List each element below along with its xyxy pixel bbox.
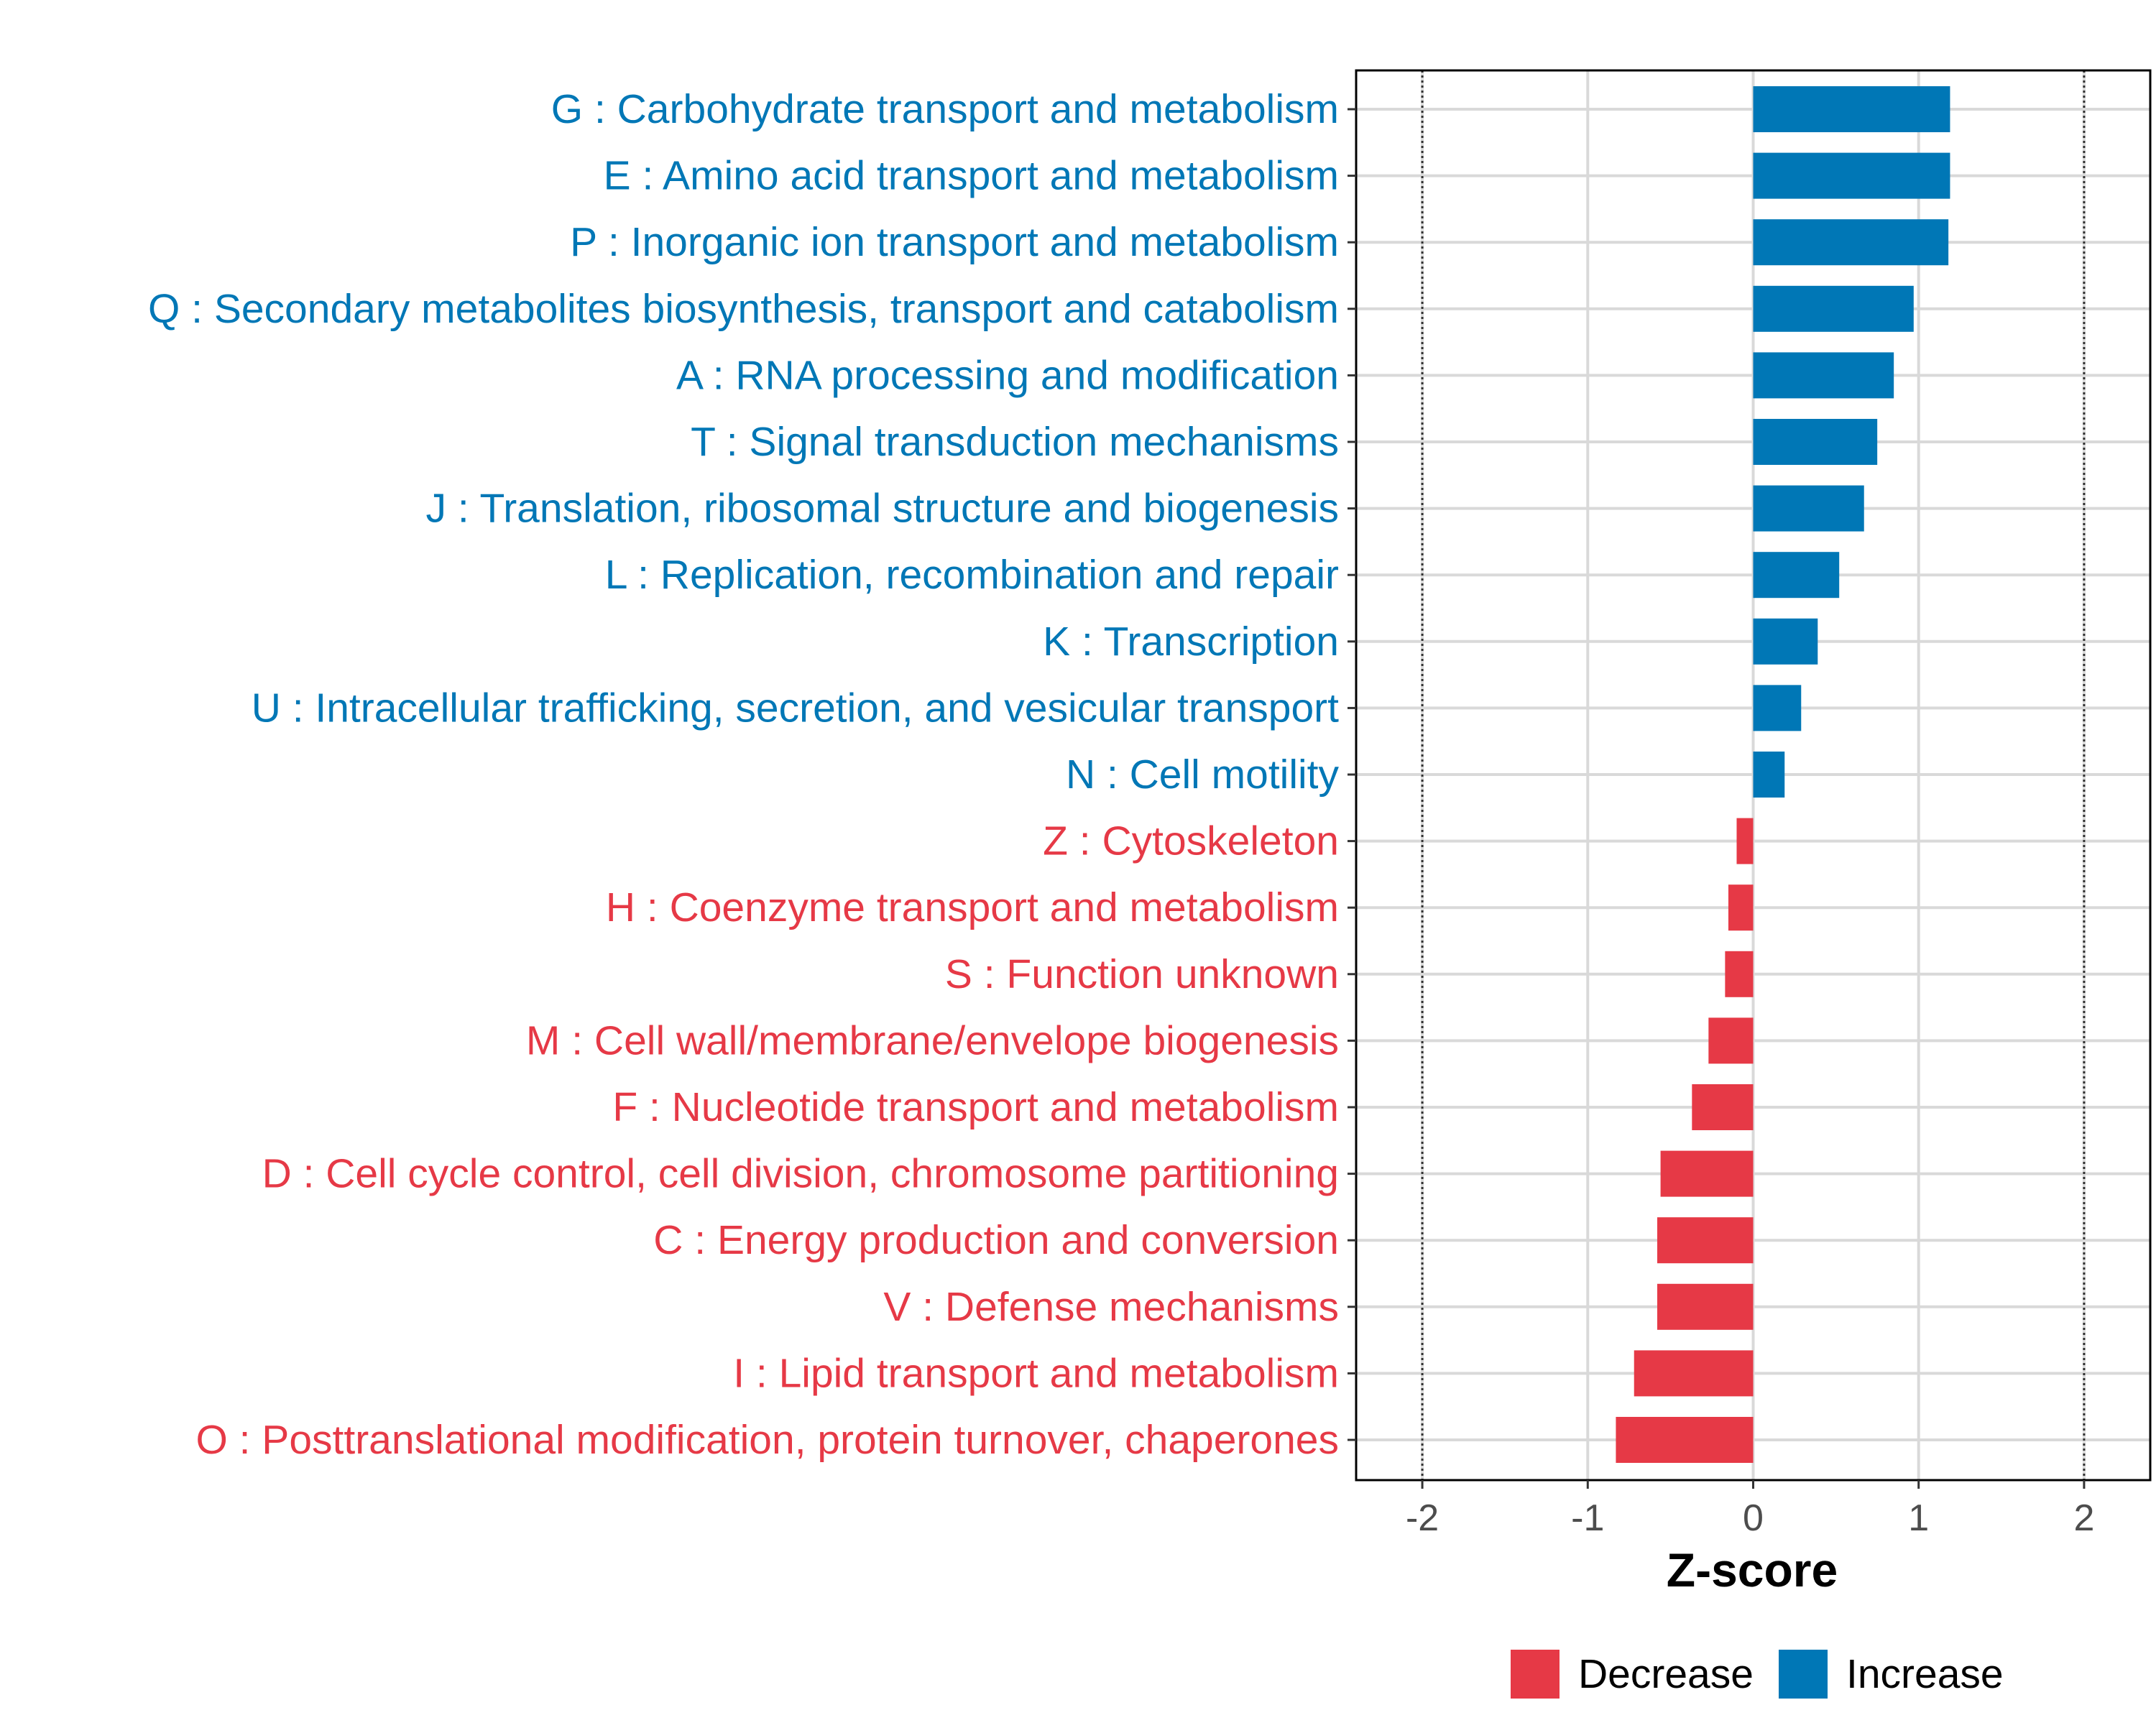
category-label: L : Replication, recombination and repai… xyxy=(605,552,1339,598)
x-axis-title: Z-score xyxy=(1667,1543,1838,1597)
x-axis-ticks: -2 -1 0 1 2 xyxy=(1406,1480,2094,1539)
bar xyxy=(1753,552,1840,599)
category-label: T : Signal transduction mechanisms xyxy=(691,419,1339,465)
legend-swatch-increase xyxy=(1779,1650,1828,1699)
bar xyxy=(1753,152,1950,199)
reference-lines xyxy=(1421,70,2086,1480)
bar xyxy=(1753,285,1914,332)
bar xyxy=(1753,352,1894,399)
category-label: E : Amino acid transport and metabolism xyxy=(604,153,1339,199)
bar xyxy=(1634,1350,1754,1397)
bar xyxy=(1753,752,1785,798)
bar xyxy=(1736,818,1754,864)
bar xyxy=(1753,419,1878,465)
category-label: F : Nucleotide transport and metabolism xyxy=(612,1084,1339,1130)
bar xyxy=(1692,1084,1754,1130)
category-label: N : Cell motility xyxy=(1066,752,1340,798)
bar xyxy=(1753,485,1864,532)
legend-label-decrease: Decrease xyxy=(1578,1651,1754,1697)
bar xyxy=(1657,1283,1754,1330)
category-label: M : Cell wall/membrane/envelope biogenes… xyxy=(526,1017,1339,1063)
category-label: S : Function unknown xyxy=(945,951,1339,997)
x-tick-label: -1 xyxy=(1571,1497,1604,1539)
category-label: D : Cell cycle control, cell division, c… xyxy=(262,1151,1339,1197)
category-label: Z : Cytoskeleton xyxy=(1043,818,1339,864)
legend-swatch-decrease xyxy=(1511,1650,1560,1699)
x-tick-label: 2 xyxy=(2073,1497,2094,1539)
bar xyxy=(1753,685,1802,731)
category-label: H : Coenzyme transport and metabolism xyxy=(606,884,1339,930)
category-label: P : Inorganic ion transport and metaboli… xyxy=(570,219,1339,265)
legend-label-increase: Increase xyxy=(1846,1651,2004,1697)
category-label: Q : Secondary metabolites biosynthesis, … xyxy=(148,286,1339,332)
category-label: K : Transcription xyxy=(1043,619,1339,665)
x-tick-label: 1 xyxy=(1908,1497,1929,1539)
bar xyxy=(1708,1017,1754,1064)
category-label: G : Carbohydrate transport and metabolis… xyxy=(551,86,1339,132)
category-label: J : Translation, ribosomal structure and… xyxy=(426,486,1339,532)
bar xyxy=(1657,1217,1754,1264)
category-label: O : Posttranslational modification, prot… xyxy=(195,1417,1339,1463)
category-label: I : Lipid transport and metabolism xyxy=(733,1350,1339,1396)
x-tick-label: 0 xyxy=(1743,1497,1764,1539)
legend: Decrease Increase xyxy=(1511,1650,2004,1699)
category-labels: G : Carbohydrate transport and metabolis… xyxy=(148,86,1340,1463)
bar xyxy=(1753,618,1818,665)
category-label: U : Intracellular trafficking, secretion… xyxy=(252,685,1339,731)
bar xyxy=(1616,1417,1754,1463)
bar xyxy=(1753,219,1949,266)
bar xyxy=(1660,1150,1754,1197)
x-tick-label: -2 xyxy=(1406,1497,1439,1539)
bar xyxy=(1728,884,1754,931)
bars xyxy=(1616,86,1950,1463)
category-label: C : Energy production and conversion xyxy=(653,1217,1339,1263)
category-label: A : RNA processing and modification xyxy=(676,352,1339,398)
bar xyxy=(1725,951,1754,997)
bar xyxy=(1753,86,1950,132)
category-label: V : Defense mechanisms xyxy=(883,1284,1339,1330)
y-axis-ticks xyxy=(1348,108,1356,1441)
